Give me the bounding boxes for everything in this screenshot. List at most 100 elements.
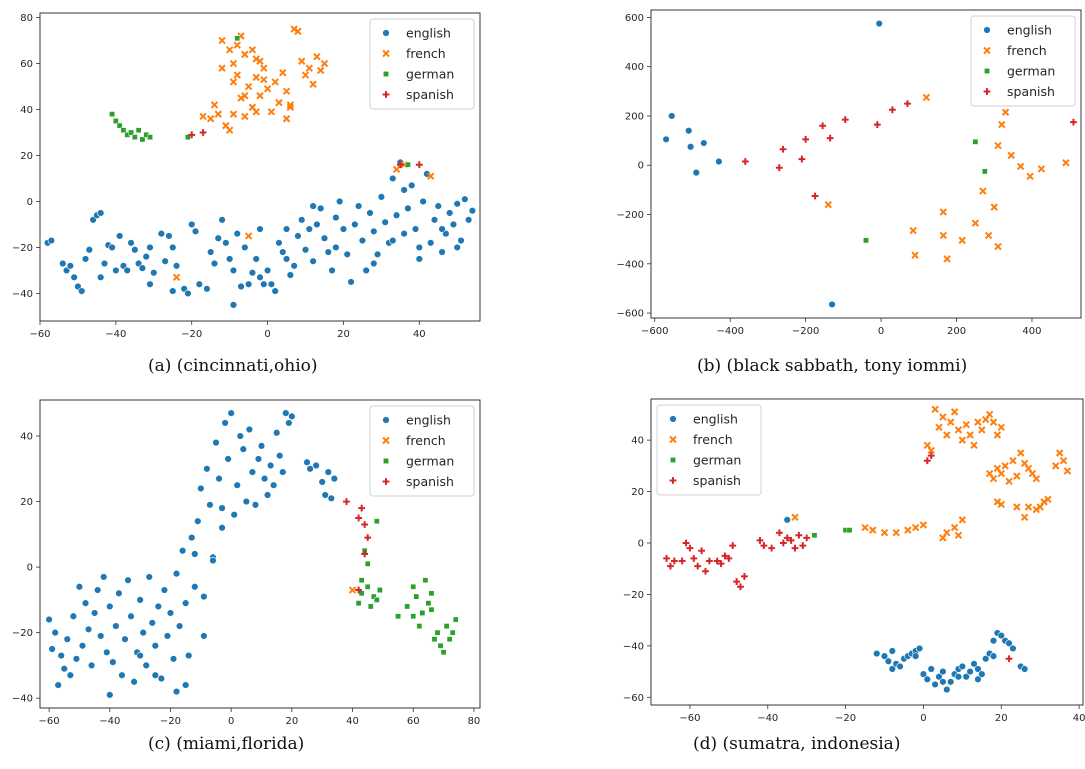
german-point (374, 597, 379, 602)
german-point (411, 614, 416, 619)
english-point (234, 482, 241, 489)
english-point (173, 688, 180, 695)
english-point (55, 682, 62, 689)
english-point (203, 465, 210, 472)
y-tick-label: 60 (20, 59, 33, 70)
english-point (310, 203, 317, 210)
english-point (412, 226, 419, 233)
legend: englishfrenchgermanspanish (657, 405, 761, 495)
english-point (155, 603, 162, 610)
spanish-point (355, 515, 362, 522)
x-tick-label: 20 (995, 713, 1008, 724)
english-point (246, 426, 253, 433)
english-point (458, 237, 465, 244)
french-point (321, 61, 327, 67)
french-point (242, 51, 248, 57)
english-point (367, 210, 374, 217)
german-point (377, 587, 382, 592)
english-point (310, 258, 317, 265)
german-point (426, 601, 431, 606)
legend-english-marker (383, 417, 390, 424)
english-point (128, 613, 135, 620)
english-point (329, 267, 336, 274)
french-point (1018, 450, 1024, 456)
x-tick-label: 200 (947, 326, 966, 337)
french-point (261, 65, 267, 71)
english-point (932, 681, 939, 688)
french-point (967, 432, 973, 438)
french-point (952, 525, 958, 531)
legend-german-marker (383, 458, 388, 463)
german-point (423, 578, 428, 583)
english-point (322, 492, 329, 499)
legend: englishfrenchgermanspanish (370, 19, 474, 109)
french-point (940, 414, 946, 420)
french-point (944, 256, 950, 262)
french-point (219, 38, 225, 44)
english-point (359, 237, 366, 244)
french-point (310, 81, 316, 87)
spanish-point (200, 129, 207, 136)
english-point (150, 269, 157, 276)
english-point (216, 475, 223, 482)
english-point (257, 226, 264, 233)
english-point (67, 672, 74, 679)
french-point (227, 47, 233, 53)
english-point (103, 649, 110, 656)
english-point (282, 410, 289, 417)
english-point (219, 524, 226, 531)
german-point (973, 139, 978, 144)
french-point (1026, 504, 1032, 510)
english-point (249, 269, 256, 276)
french-point (253, 74, 259, 80)
english-point (454, 244, 461, 251)
english-point (253, 256, 260, 263)
french-point (987, 411, 993, 417)
english-point (185, 652, 192, 659)
english-point (147, 281, 154, 288)
english-point (261, 475, 268, 482)
english-point (461, 196, 468, 203)
x-tick-label: −20 (181, 329, 202, 340)
german-point (109, 112, 114, 117)
english-point (287, 272, 294, 279)
spanish-point (698, 547, 705, 554)
french-point (1063, 160, 1069, 166)
y-tick-label: 40 (20, 105, 33, 116)
french-point (208, 116, 214, 122)
spanish-point (729, 542, 736, 549)
spanish-point (795, 532, 802, 539)
legend-english-marker (670, 416, 677, 423)
y-tick-label: 0 (638, 161, 644, 172)
english-point (46, 616, 53, 623)
x-tick-label: −600 (641, 326, 668, 337)
english-point (285, 420, 292, 427)
french-point (979, 427, 985, 433)
spanish-point (343, 498, 350, 505)
spanish-point (742, 158, 749, 165)
english-point (179, 547, 186, 554)
english-point (222, 420, 229, 427)
english-point (916, 645, 923, 652)
english-point (382, 219, 389, 226)
y-tick-label: 40 (631, 436, 644, 447)
y-tick-label: 0 (638, 539, 644, 550)
french-point (306, 65, 312, 71)
french-point (870, 527, 876, 533)
german-point (441, 650, 446, 655)
spanish-point (757, 537, 764, 544)
x-tick-label: −40 (757, 713, 778, 724)
english-point (222, 239, 229, 246)
english-point (715, 158, 722, 165)
scatter-plot-a: −60 −40 −20 0 20 40−40−20020406080englishfren… (0, 0, 500, 335)
french-point (1057, 450, 1063, 456)
legend-english-label: english (406, 413, 451, 428)
french-point (923, 94, 929, 100)
english-point (370, 228, 377, 235)
german-point (359, 591, 364, 596)
english-point (147, 244, 154, 251)
english-point (173, 262, 180, 269)
legend-spanish-label: spanish (1007, 84, 1055, 99)
english-point (191, 551, 198, 558)
french-point (959, 437, 965, 443)
